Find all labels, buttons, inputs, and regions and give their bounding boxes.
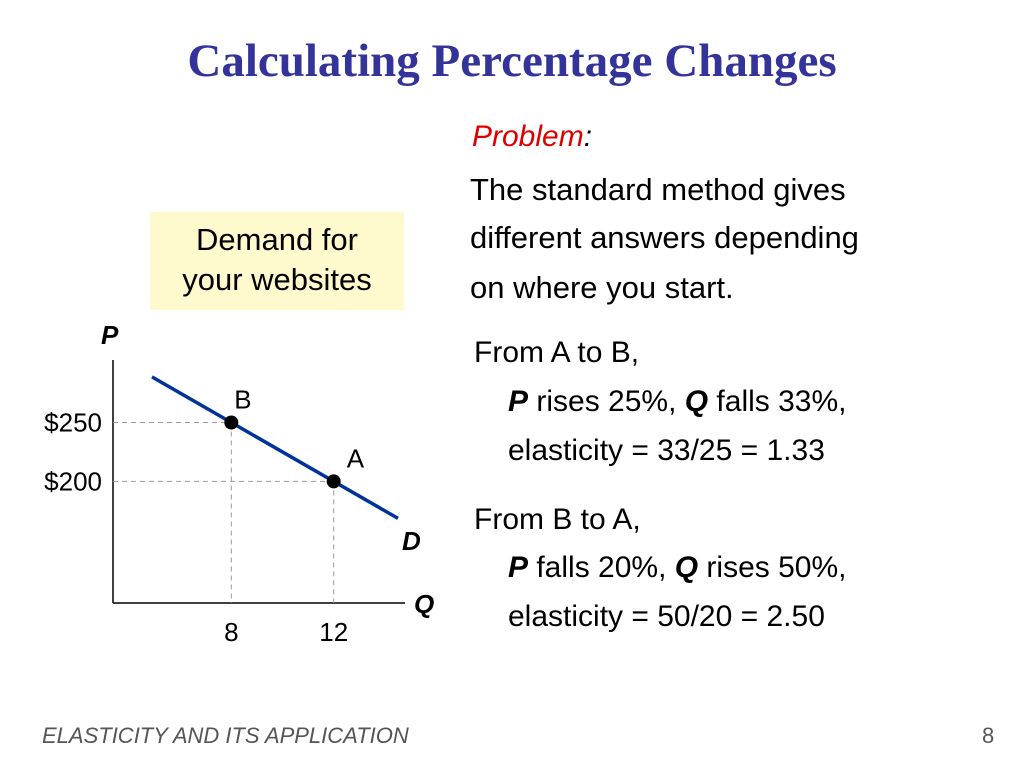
q-symbol: Q (684, 385, 709, 418)
problem-line-3: on where you start. (470, 270, 734, 305)
y-tick-label-250: $250 (44, 408, 102, 438)
caption-line-1: Demand for (196, 222, 358, 257)
problem-heading: Problem: (472, 120, 592, 154)
point-a (326, 474, 341, 489)
chart-caption-box: Demand for your websites (150, 212, 404, 310)
q-change-text: falls 33%, (708, 385, 847, 418)
page-number: 8 (982, 723, 995, 748)
x-axis-label: Q (414, 589, 434, 619)
p-symbol: P (508, 385, 529, 418)
problem-heading-text: Problem (472, 120, 584, 153)
slide-title: Calculating Percentage Changes (187, 35, 837, 87)
case-b-to-a-changes: P falls 20%, Q rises 50%, (508, 551, 846, 585)
demand-curve-label: D (402, 526, 421, 556)
demand-curve (151, 375, 399, 520)
case-a-to-b-heading: From A to B, (474, 336, 640, 369)
y-axis-label: P (101, 320, 119, 350)
x-tick-label-12: 12 (319, 617, 348, 647)
case-a-to-b-elasticity: elasticity = 33/25 = 1.33 (508, 434, 825, 467)
q-change-text: rises 50%, (698, 551, 847, 584)
caption-line-2: your websites (182, 262, 372, 297)
case-a-to-b-changes: P rises 25%, Q falls 33%, (508, 385, 847, 419)
problem-line-2: different answers depending (470, 220, 859, 255)
problem-colon: : (583, 120, 593, 153)
point-a-label: A (347, 443, 365, 473)
p-change-text: rises 25%, (528, 385, 685, 418)
point-b-label: B (234, 385, 251, 415)
p-symbol: P (508, 551, 529, 584)
case-b-to-a-elasticity: elasticity = 50/20 = 2.50 (508, 600, 825, 633)
case-b-to-a-heading: From B to A, (474, 503, 641, 536)
p-change-text: falls 20%, (528, 551, 675, 584)
q-symbol: Q (674, 551, 699, 584)
y-tick-label-200: $200 (44, 466, 102, 496)
x-tick-label-8: 8 (224, 617, 238, 647)
point-b (224, 415, 239, 430)
footer-text: ELASTICITY AND ITS APPLICATION (42, 723, 409, 748)
problem-line-1: The standard method gives (470, 172, 846, 207)
